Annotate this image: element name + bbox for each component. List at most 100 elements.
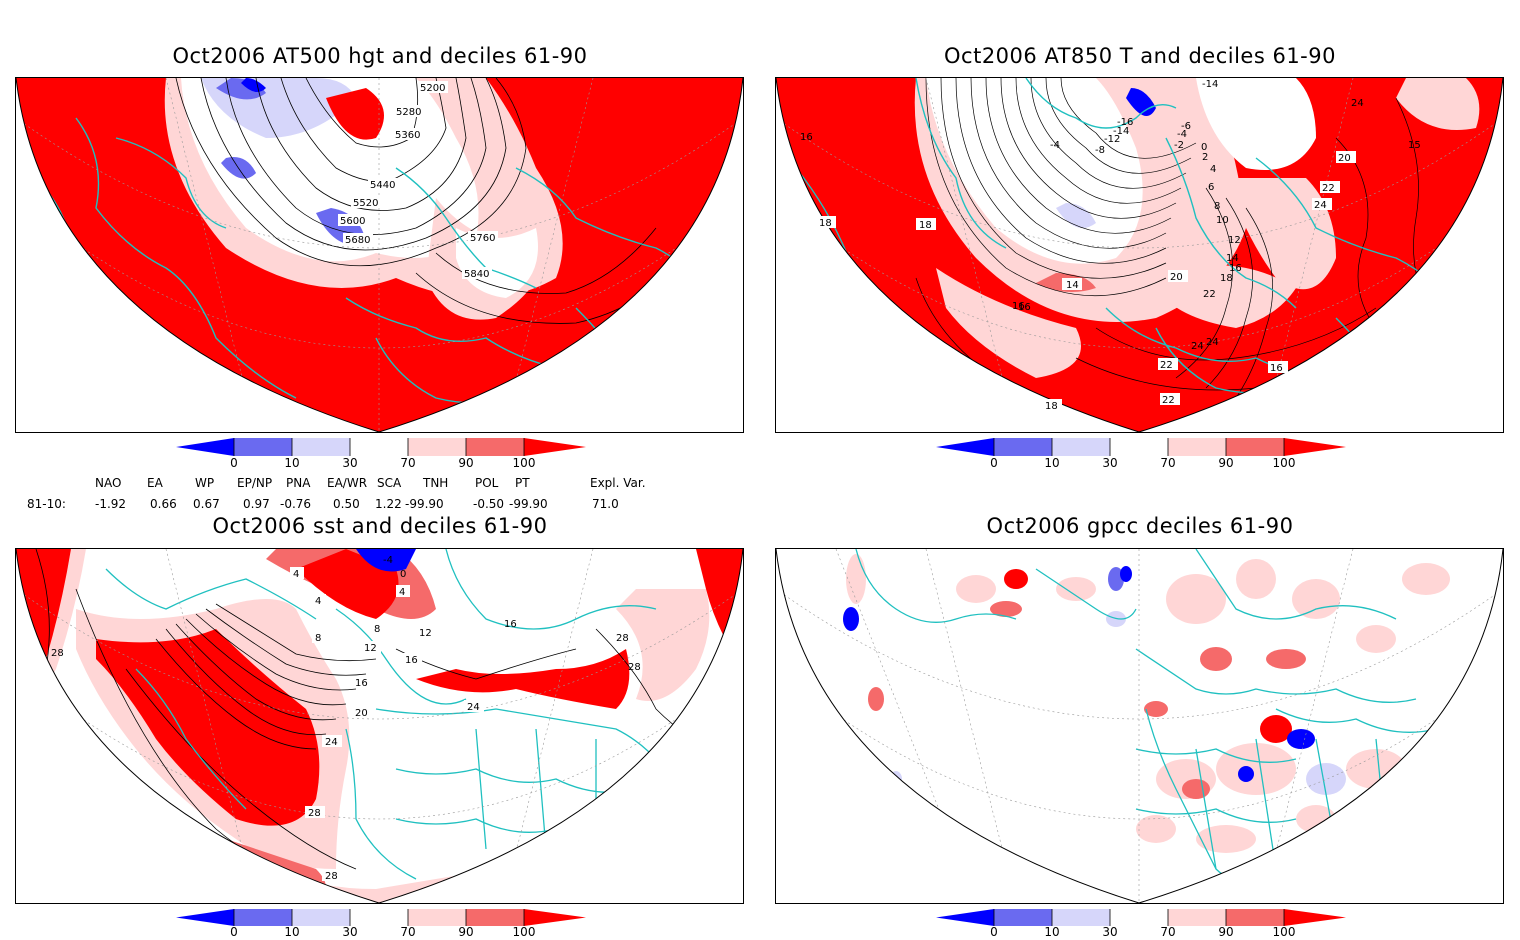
contour-label: 20 — [1170, 272, 1183, 283]
colorbar-label: 70 — [1160, 925, 1176, 939]
colorbar-label: 0 — [990, 456, 998, 470]
contour-label: -4 — [1050, 140, 1060, 151]
contour-label: 5360 — [395, 130, 420, 141]
contour-label: 5440 — [370, 180, 395, 191]
contour-label: 8 — [1214, 201, 1220, 212]
panel-title-gpcc: Oct2006 gpcc deciles 61-90 — [986, 514, 1294, 538]
teleconn-period: 81-10: — [27, 497, 66, 511]
colorbar-svg — [936, 909, 1346, 926]
colorbar-label: 100 — [512, 456, 536, 470]
contour-label: -2 — [1174, 140, 1184, 151]
contour-label: 6 — [1208, 182, 1214, 193]
contour-label: 24 — [1191, 341, 1204, 352]
contour-label: 28 — [628, 662, 641, 673]
teleconn-value: 0.97 — [243, 497, 270, 511]
colorbar-label: 100 — [512, 925, 536, 939]
contour-label: 5760 — [470, 233, 495, 244]
contour-label: 14 — [1226, 253, 1239, 264]
teleconn-header: NAO — [95, 476, 122, 490]
teleconn-value: 71.0 — [592, 497, 619, 511]
map-panel-at500: 5200 5280 5360 5440 5520 5600 5680 5760 … — [15, 77, 744, 433]
contour-label: 22 — [1160, 360, 1173, 371]
colorbar-label: 0 — [230, 925, 238, 939]
contour-label: 16 — [1270, 363, 1283, 374]
map-panel-gpcc — [775, 548, 1504, 904]
contour-label: 16 — [355, 678, 368, 689]
contour-label: 5520 — [353, 198, 378, 209]
colorbar-label: 70 — [400, 925, 416, 939]
contour-label: -16 — [1117, 117, 1133, 128]
colorbar-label: 10 — [1044, 456, 1060, 470]
contour-label: 5840 — [464, 269, 489, 280]
contour-label: 12 — [1228, 235, 1241, 246]
colorbar-label: 10 — [284, 925, 300, 939]
colorbar-label: 70 — [1160, 456, 1176, 470]
map-panel-sst: 4 8 12 16 20 24 28 28 -4 0 4 8 12 16 24 … — [15, 548, 744, 904]
contour-label: 0 — [1201, 142, 1207, 153]
contour-label: 0 — [400, 569, 406, 580]
contour-label: 16 — [1018, 302, 1031, 313]
contour-label: 28 — [308, 808, 321, 819]
teleconn-value: -99.90 — [509, 497, 548, 511]
contour-label: 24 — [1206, 337, 1219, 348]
contour-label: 4 — [293, 569, 299, 580]
contour-label: -14 — [1113, 126, 1129, 137]
contour-label: 28 — [51, 648, 64, 659]
contour-label: 28 — [616, 633, 629, 644]
teleconn-header: WP — [195, 476, 215, 490]
teleconn-header: POL — [475, 476, 499, 490]
contour-label: 16 — [1012, 301, 1025, 312]
colorbar-label: 70 — [400, 456, 416, 470]
colorbar-label: 90 — [1218, 456, 1234, 470]
contour-label: 22 — [1203, 289, 1216, 300]
colorbar-gpcc: 0 10 30 70 90 100 — [936, 909, 1346, 940]
contour-label: 8 — [315, 633, 321, 644]
colorbar-label: 0 — [990, 925, 998, 939]
teleconn-header: PT — [515, 476, 530, 490]
contour-label: 24 — [325, 737, 338, 748]
contour-label: 20 — [1338, 153, 1351, 164]
contour-label: 24 — [467, 702, 480, 713]
colorbar-svg — [936, 438, 1346, 456]
colorbar-at500: 0 10 30 70 90 100 — [176, 438, 586, 470]
contour-label: 14 — [1066, 280, 1079, 291]
contour-label: 24 — [1351, 98, 1364, 109]
panel-title-sst: Oct2006 sst and deciles 61-90 — [212, 514, 548, 538]
teleconn-value: -1.92 — [95, 497, 127, 511]
contour-label: 12 — [419, 628, 432, 639]
teleconn-header: PNA — [286, 476, 311, 490]
teleconn-header: EA — [147, 476, 163, 490]
map-panel-at850: -14 -16 -14 -12 -8 -6 -4 -2 0 2 4 6 8 10… — [775, 77, 1504, 433]
teleconn-value: 0.67 — [193, 497, 220, 511]
teleconn-header: Expl. Var. — [590, 476, 646, 490]
contour-label: 24 — [1314, 200, 1327, 211]
contour-label: 5600 — [340, 216, 365, 227]
contour-label: 16 — [800, 132, 813, 143]
colorbar-label: 90 — [458, 925, 474, 939]
colorbar-label: 30 — [1102, 456, 1118, 470]
contour-label: 15 — [1408, 140, 1421, 151]
panel-title-at850: Oct2006 AT850 T and deciles 61-90 — [944, 44, 1336, 68]
teleconn-header: EA/WR — [327, 476, 368, 490]
contour-label: 12 — [364, 643, 377, 654]
contour-label: -4 — [1177, 129, 1187, 140]
contour-label: -4 — [383, 555, 393, 566]
contour-label: 22 — [1162, 395, 1175, 406]
contour-label: 4 — [315, 596, 321, 607]
contour-label: -12 — [1104, 134, 1120, 145]
teleconnection-table: NAO EA WP EP/NP PNA EA/WR SCA TNH POL PT… — [0, 474, 760, 514]
colorbar-label: 100 — [1272, 925, 1296, 939]
colorbar-label: 30 — [342, 456, 358, 470]
colorbar-label: 30 — [342, 925, 358, 939]
contour-label: 16 — [504, 619, 517, 630]
teleconn-header: SCA — [377, 476, 402, 490]
contour-label: 5280 — [396, 107, 421, 118]
contour-label: 18 — [819, 218, 832, 229]
colorbar-label: 90 — [458, 456, 474, 470]
contour-label: 4 — [399, 587, 405, 598]
teleconn-value: 0.50 — [333, 497, 360, 511]
contour-label: -6 — [1181, 121, 1191, 132]
teleconn-value: 1.22 — [375, 497, 402, 511]
map-sst-svg: 4 8 12 16 20 24 28 28 -4 0 4 8 12 16 24 … — [16, 549, 743, 903]
teleconn-header: EP/NP — [237, 476, 273, 490]
